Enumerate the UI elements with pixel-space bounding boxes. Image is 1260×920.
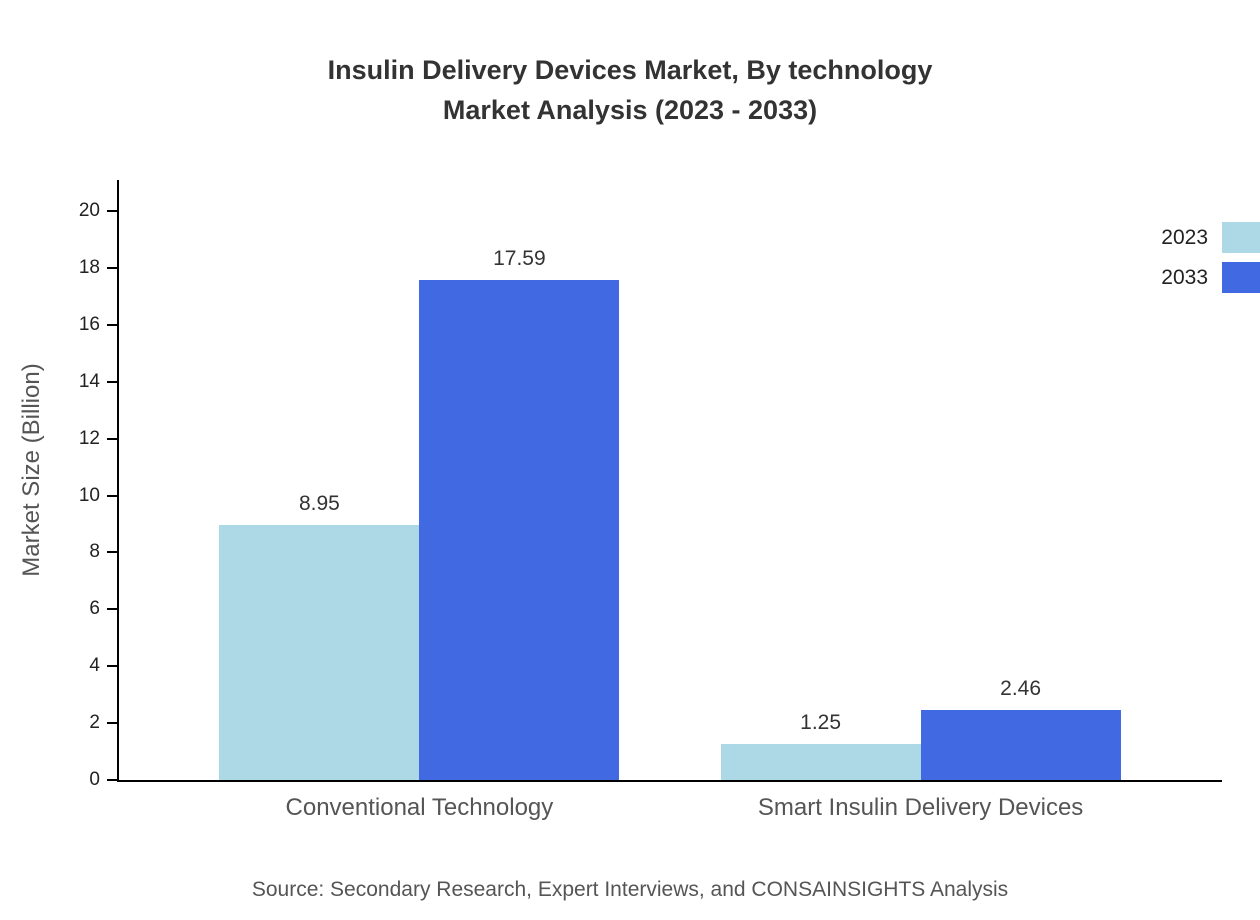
y-tick-label: 0 (89, 769, 100, 790)
x-axis-line (117, 780, 1222, 782)
bar-value-label: 2.46 (1000, 677, 1042, 700)
bar-2033-conventional-technology (419, 279, 620, 780)
y-tick-mark (107, 210, 117, 212)
bar-value-label: 17.59 (493, 246, 546, 270)
category-label: Smart Insulin Delivery Devices (757, 794, 1084, 821)
y-tick-mark (107, 266, 117, 269)
bar-2033-smart-insulin-delivery-devices (920, 710, 1121, 780)
bar-value-label: 1.25 (800, 711, 842, 735)
chart-title-line2: Market Analysis (2023 - 2033) (442, 95, 818, 125)
y-tick-mark (107, 551, 117, 554)
y-tick-label: 2 (89, 712, 100, 734)
legend-label: 2033 (1161, 265, 1208, 289)
y-tick-mark (107, 608, 117, 611)
y-tick-mark (107, 779, 117, 781)
y-tick-label: 12 (78, 427, 100, 449)
chart-title: Insulin Delivery Devices Market, By tech… (0, 50, 1260, 130)
category-label: Conventional Technology (285, 794, 554, 821)
bar-2023-conventional-technology (219, 525, 420, 780)
y-tick-label: 20 (78, 200, 100, 221)
y-tick-mark (107, 665, 117, 668)
legend-swatch-icon (1222, 222, 1260, 253)
source-note: Source: Secondary Research, Expert Inter… (251, 878, 1009, 901)
y-tick-label: 16 (78, 313, 100, 335)
bar-value-label: 8.95 (298, 492, 340, 516)
legend-swatch-icon (1222, 262, 1260, 293)
chart-title-line1: Insulin Delivery Devices Market, By tech… (327, 55, 933, 85)
y-tick-label: 14 (78, 370, 100, 392)
bar-2023-smart-insulin-delivery-devices (720, 744, 921, 780)
legend-entry-2033: 2033 (1161, 262, 1260, 293)
legend-label: 2023 (1161, 225, 1208, 249)
y-tick-label: 18 (78, 256, 100, 278)
y-tick-mark (107, 494, 117, 497)
y-axis-line (117, 180, 119, 782)
legend-entry-2023: 2023 (1161, 222, 1260, 253)
y-tick-label: 8 (89, 541, 100, 563)
y-tick-label: 10 (78, 484, 100, 506)
y-tick-mark (107, 437, 117, 440)
legend: 2023 2033 (1161, 222, 1260, 302)
y-tick-mark (107, 323, 117, 326)
y-tick-label: 4 (89, 655, 100, 677)
y-tick-label: 6 (89, 598, 100, 620)
y-tick-mark (107, 722, 117, 725)
y-tick-mark (107, 380, 117, 383)
